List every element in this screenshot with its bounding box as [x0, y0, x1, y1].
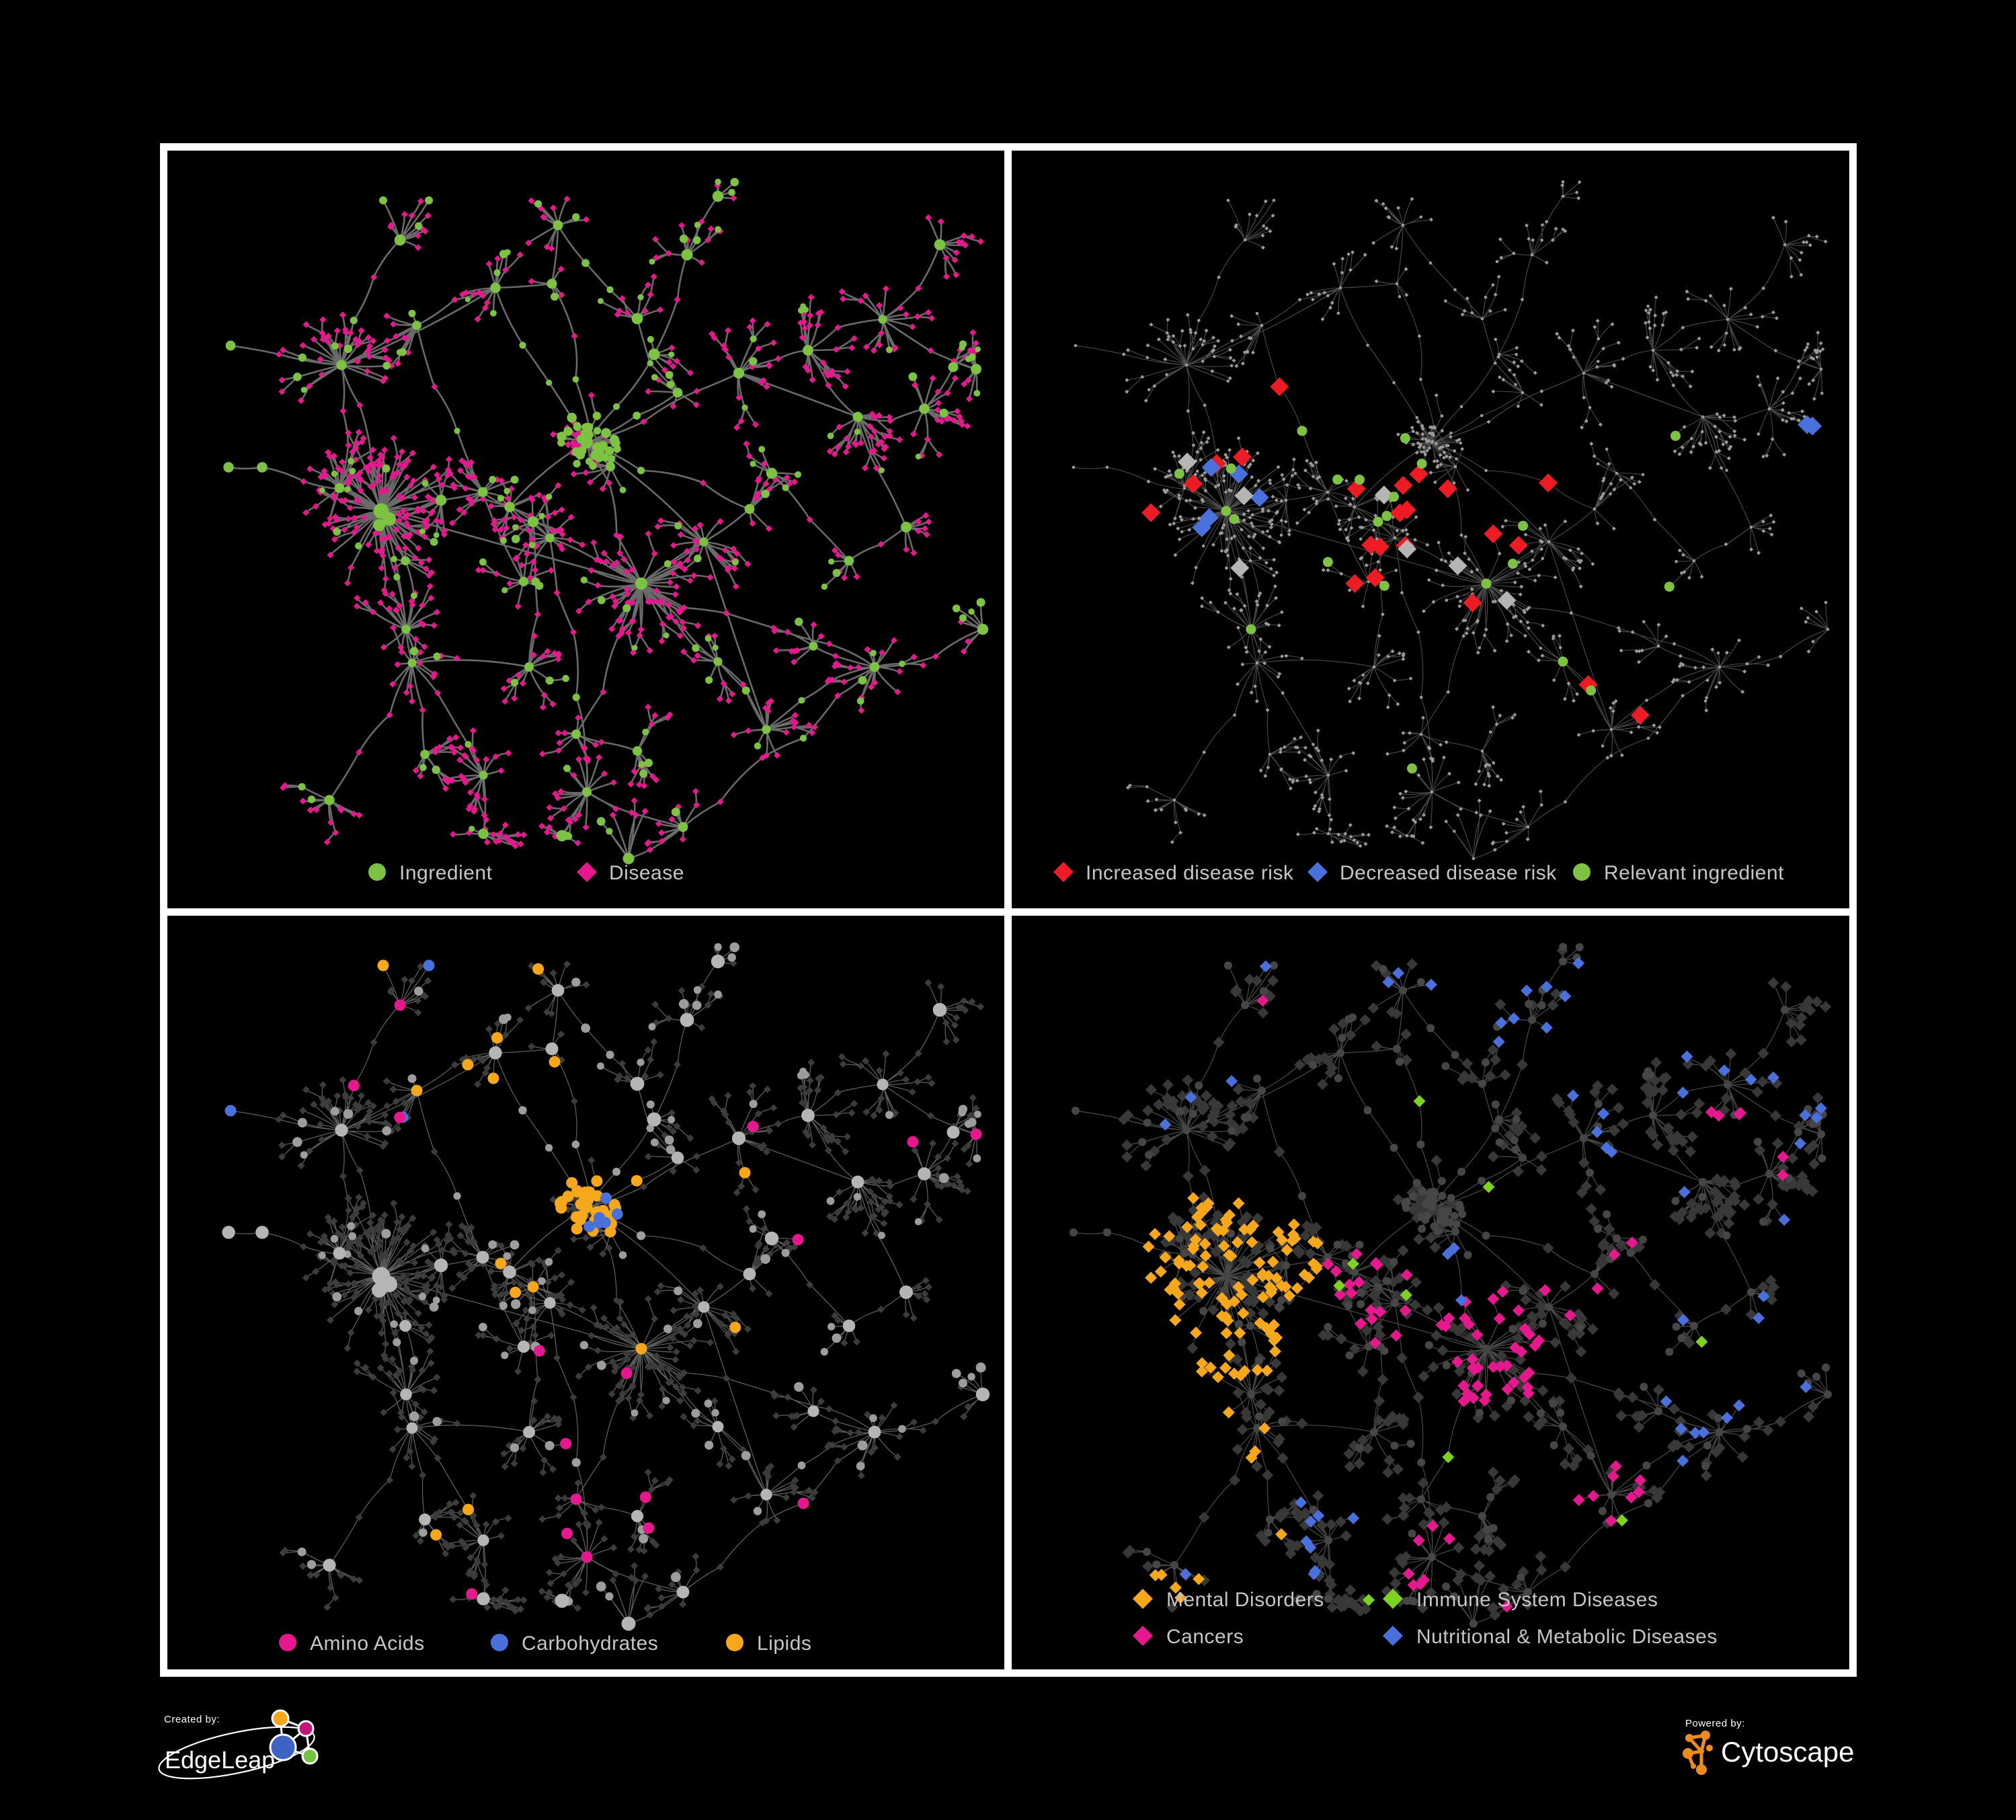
svg-text:Decreased disease risk: Decreased disease risk — [1340, 862, 1557, 884]
svg-text:Disease: Disease — [609, 862, 684, 884]
svg-text:Ingredient: Ingredient — [399, 862, 493, 884]
svg-text:Lipids: Lipids — [757, 1632, 811, 1655]
svg-text:Mental Disorders: Mental Disorders — [1166, 1589, 1324, 1611]
svg-text:Increased disease risk: Increased disease risk — [1086, 862, 1294, 884]
svg-text:Carbohydrates: Carbohydrates — [522, 1632, 658, 1655]
svg-text:Amino Acids: Amino Acids — [310, 1632, 425, 1655]
svg-text:EdgeLeap: EdgeLeap — [165, 1746, 275, 1774]
svg-text:Cancers: Cancers — [1166, 1626, 1244, 1648]
svg-text:Cytoscape: Cytoscape — [1721, 1736, 1854, 1768]
svg-text:Relevant ingredient: Relevant ingredient — [1604, 862, 1784, 884]
svg-text:Nutritional & Metabolic Diseas: Nutritional & Metabolic Diseases — [1416, 1626, 1718, 1648]
svg-text:Powered by:: Powered by: — [1685, 1718, 1745, 1729]
svg-text:Immune System Diseases: Immune System Diseases — [1416, 1589, 1658, 1611]
svg-text:Created by:: Created by: — [164, 1714, 220, 1725]
